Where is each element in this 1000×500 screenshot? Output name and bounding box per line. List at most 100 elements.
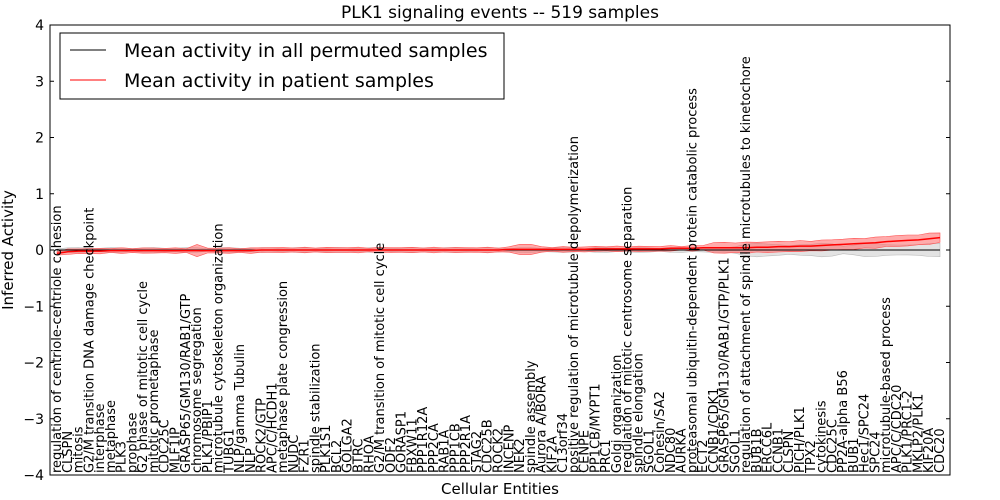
entity-label: G2/M transition DNA damage checkpoint [82,208,97,473]
entity-label: PLK1/PRC1-2 [901,390,916,473]
entity-label: AURKA [675,428,690,473]
entity-label: cytokinesis [815,400,830,473]
entity-label: metaphase [104,400,119,473]
entity-label: BUB1B [750,428,765,473]
entity-label: spindle assembly [524,360,539,473]
entity-label: CLSPN [61,431,76,473]
entity-label: NLP/gamma Tubulin [233,344,248,473]
entity-label: NUDC [287,435,302,473]
entity-label: CDC20 [933,428,948,473]
entity-label: CDC25B [481,419,496,473]
legend-box [59,32,505,100]
entity-label: KIF20A [922,428,937,473]
entity-label: regulation of centriole-centriole cohesi… [50,205,65,473]
entity-label: PLK1/PBIP1 [201,400,216,473]
entity-label: PP2A-alpha B56 [836,370,851,473]
entity-label: CDC25C [825,419,840,473]
entity-label: PPP2R1A [459,415,474,473]
entity-label: PPP2CA [427,423,442,473]
x-axis-label: Cellular Entities [441,480,559,498]
entity-labels: regulation of centriole-centriole cohesi… [50,56,948,474]
entity-label: NLP [244,448,259,473]
entity-label: G2/M transition of mitotic cell cycle [373,243,388,473]
entity-label: positive regulation of microtubule depol… [567,136,582,473]
entity-label: RHOA [362,435,377,473]
entity-label: GOLGA2 [341,418,356,473]
entity-label: PLK3 [115,441,130,473]
entity-label: PICH/PLK1 [793,406,808,473]
entity-label: ECT2 [696,439,711,473]
entity-label: STAG2 [470,431,485,473]
y-tick-label: −2 [23,356,44,372]
entity-label: PPP1R12A [416,407,431,473]
entity-label: C13orf34 [556,413,571,473]
entity-label: TPX2 [804,440,819,474]
y-tick-label: 2 [35,131,44,147]
entity-label: prophase [125,413,140,474]
entity-label: FZR1 [298,439,313,473]
entity-label: BUB1 [847,437,862,473]
entity-label: CDC25C [158,419,173,473]
entity-label: Golgi organization [610,355,625,473]
entity-label: APC/C/HCDH1 [265,382,280,473]
entity-label: proteasomal ubiquitin-dependent protein … [685,88,700,473]
entity-label: BTRC [352,439,367,473]
series-line-patient [56,236,941,255]
entity-label: regulation of mitotic centrosome separat… [621,187,636,473]
entity-label: mitotic prometaphase [147,329,162,473]
y-axis: −4 −3 −2 −1 0 1 2 3 4 [23,18,950,484]
entity-label: TUBG1 [222,429,237,475]
entity-label: regulation of attachment of spindle micr… [739,56,754,473]
entity-label: FBXW11 [405,418,420,473]
entity-label: PP1CB/MYPT1 [588,383,603,473]
entity-label: PLK1S1 [319,425,334,473]
entity-label: MLF1IP [169,427,184,473]
entity-label: SPC24 [868,431,883,473]
entity-label: MKLP2/PLK1 [912,394,927,473]
entity-label: KIF2A [545,436,560,473]
entity-label: CENPE [578,430,593,473]
entity-label: spindle stabilization [308,343,323,473]
entity-label: spindle elongation [632,353,647,473]
entity-label: ERCC6L [761,422,776,473]
entity-label: G2 phase of mitotic cell cycle [136,281,151,473]
entity-label: ODF2 [384,437,399,473]
y-tick-label: 0 [35,243,44,259]
entity-label: GORASP1 [395,411,410,473]
entity-label: mitosis [72,426,87,473]
y-axis-label: Inferred Activity [0,190,17,310]
y-tick-label: 1 [35,187,44,203]
entity-label: chromosome segregation [190,307,205,473]
entity-label: Aurora A/BORA [535,376,550,473]
entity-label: ROCK2 [492,428,507,473]
entity-label: NDC80 [664,428,679,473]
entity-label: BCL2 [330,440,345,473]
entity-label: microtubule-based process [879,297,894,473]
entity-label: Hec1/SPC24 [858,394,873,473]
entity-label: metaphase plate congression [276,281,291,473]
entity-label: microtubule cytoskeleton organization [212,223,227,473]
chart-title: PLK1 signaling events -- 519 samples [341,3,659,23]
entity-label: PRC1 [599,439,614,473]
entity-label: SGOL1 [728,429,743,473]
legend: Mean activity in all permuted samples Me… [59,32,505,100]
y-tick-label: −4 [23,468,44,484]
entity-label: CCNB1 [772,428,787,473]
lines [56,236,941,255]
y-tick-label: −1 [23,299,44,315]
entity-label: INCENP [502,424,517,473]
entity-label: RAB1A [438,429,453,473]
legend-label-patient: Mean activity in patient samples [124,70,434,92]
entity-label: ROCK2/GTP [255,398,270,473]
entity-label: Cohesin/SA2 [653,391,668,473]
entity-label: PPP1CB [448,423,463,473]
y-tick-label: 3 [35,74,44,90]
entity-label: interphase [93,403,108,473]
entity-label: GRASP65/GM130/RAB1/GTP/PLK1 [718,257,733,473]
entity-label: CLSPN [782,431,797,473]
y-tick-label: 4 [35,18,44,34]
entity-label: NEK2 [513,438,528,473]
y-tick-label: −3 [23,412,44,428]
entity-label: SGOL1 [642,429,657,473]
